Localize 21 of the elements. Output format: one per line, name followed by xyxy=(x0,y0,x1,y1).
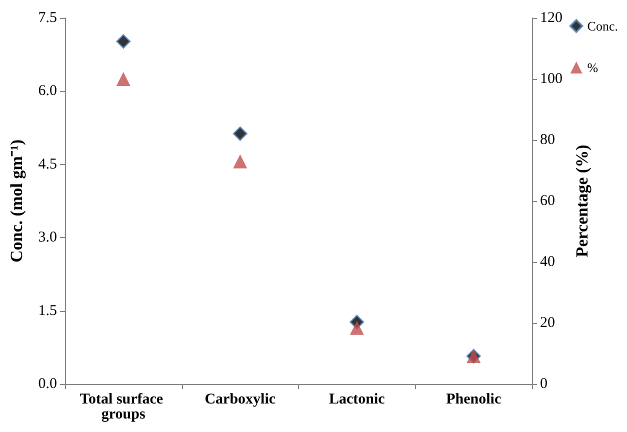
x-tick-label: Total surface groups xyxy=(80,392,167,422)
y-tick-label: 0.0 xyxy=(38,376,57,392)
y-tick-label: 7.5 xyxy=(38,10,57,26)
y2-tick-label: 60 xyxy=(540,193,555,209)
y-axis-title: Conc. (mol gm⁻¹) xyxy=(7,140,26,262)
x-tick-label: Lactonic xyxy=(328,392,386,408)
y2-tick-label: 0 xyxy=(540,376,548,392)
legend-label: Conc. xyxy=(587,18,618,34)
x-tick-label: Carboxylic xyxy=(204,392,276,408)
x-tick-label: Phenolic xyxy=(446,392,502,408)
y2-tick-label: 80 xyxy=(540,132,555,148)
y-tick-label: 6.0 xyxy=(38,83,57,100)
legend-label: % xyxy=(587,60,598,75)
y-tick-label: 1.5 xyxy=(38,302,57,319)
y2-tick-label: 20 xyxy=(540,315,555,331)
y2-tick-label: 120 xyxy=(540,10,562,26)
y-tick-label: 4.5 xyxy=(38,156,57,172)
y2-axis-title: Percentage (%) xyxy=(572,144,592,258)
y-tick-label: 3.0 xyxy=(38,230,57,246)
y2-tick-label: 100 xyxy=(540,71,562,87)
y2-tick-label: 40 xyxy=(540,254,555,270)
